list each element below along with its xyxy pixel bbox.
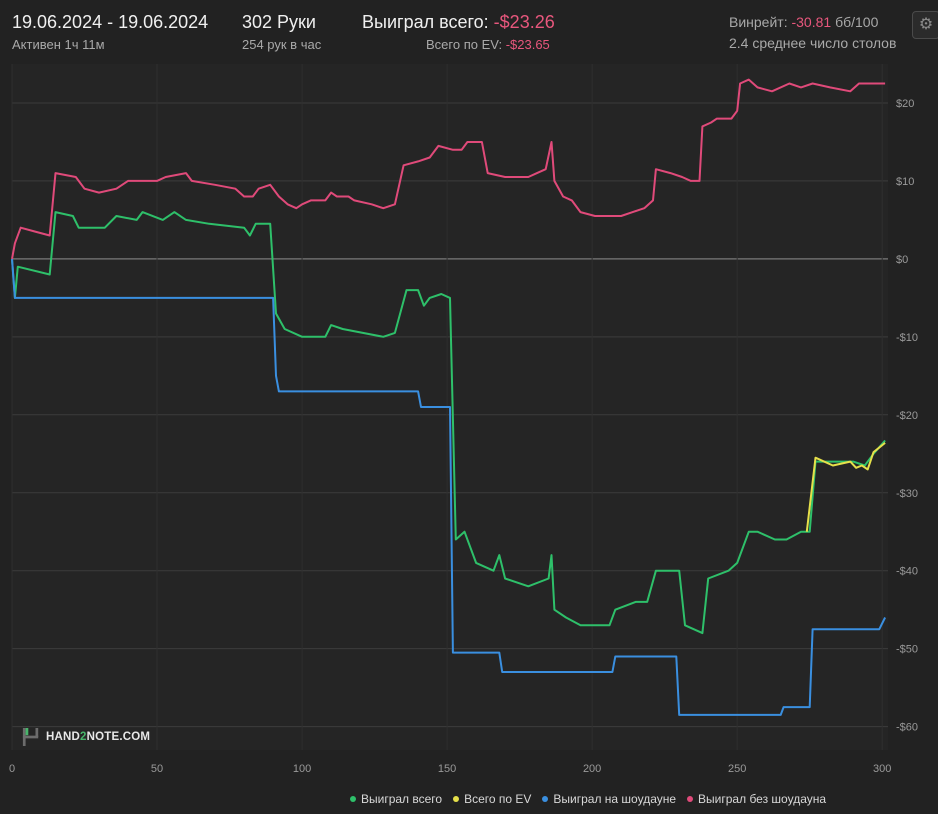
winrate-unit: бб/100 (835, 14, 879, 30)
legend-label: Выиграл всего (361, 792, 443, 806)
legend-item[interactable]: Всего по EV (453, 792, 531, 806)
x-tick-label: 150 (438, 763, 456, 775)
y-tick-label: -$30 (896, 488, 918, 500)
results-chart: $20 $10 $0 -$10 -$20 -$30 -$40 -$50 -$60 0 50 100 15… (9, 64, 918, 775)
hands-count: 302 Руки (242, 12, 316, 32)
legend-item[interactable]: Выиграл всего (350, 792, 442, 806)
x-tick-label: 250 (728, 763, 746, 775)
winrate: Винрейт: -30.81 бб/100 (729, 14, 878, 30)
y-tick-label: $10 (896, 176, 914, 188)
y-tick-label: -$10 (896, 332, 918, 344)
won-total-value: -$23.26 (493, 12, 555, 32)
ev-total-label: Всего по EV: (426, 37, 503, 52)
legend-dot-icon (687, 795, 694, 802)
winrate-value: -30.81 (791, 14, 832, 30)
legend-dot-icon (542, 795, 549, 802)
y-tick-label: -$50 (896, 644, 918, 656)
won-total: Выиграл всего: -$23.26 (362, 12, 555, 33)
series-line (11, 258, 886, 716)
x-tick-label: 300 (873, 763, 891, 775)
y-tick-label: -$20 (896, 410, 918, 422)
series-line (11, 211, 886, 635)
y-tick-label: $20 (896, 98, 914, 110)
legend-label: Выиграл без шоудауна (698, 792, 827, 806)
x-tick-label: 100 (293, 763, 311, 775)
y-tick-label: -$60 (896, 722, 918, 734)
y-tick-label: $0 (896, 254, 908, 266)
legend-dot-icon (350, 795, 356, 802)
y-tick-label: -$40 (896, 566, 918, 578)
avg-tables: 2.4 среднее число столов (729, 35, 897, 51)
x-tick-label: 200 (583, 763, 601, 775)
legend-dot-icon (453, 795, 460, 802)
hands-per-hour: 254 рук в час (242, 37, 322, 52)
date-range: 19.06.2024 - 19.06.2024 (12, 12, 209, 32)
legend-label: Всего по EV (464, 792, 532, 806)
active-time: Активен 1ч 11м (12, 37, 105, 52)
watermark-text: HAND2NOTE.COM (46, 731, 151, 743)
legend-item[interactable]: Выиграл без шоудауна (687, 792, 826, 806)
hand2note-logo-icon (22, 728, 39, 746)
x-tick-label: 50 (151, 763, 163, 775)
ev-total: Всего по EV: -$23.65 (426, 37, 550, 52)
gear-icon[interactable]: ⚙ (912, 11, 938, 39)
watermark: HAND2NOTE.COM (22, 726, 150, 748)
won-total-label: Выиграл всего: (362, 12, 489, 32)
stats-header: 19.06.2024 - 19.06.2024 Активен 1ч 11м 3… (0, 0, 938, 64)
ev-total-value: -$23.65 (505, 37, 550, 52)
series-line (805, 442, 886, 532)
legend-item[interactable]: Выиграл на шоудауне (542, 792, 676, 806)
chart-legend: Выиграл всего Всего по EV Выиграл на шоуда… (350, 792, 837, 806)
series-line (11, 78, 886, 260)
legend-label: Выиграл на шоудауне (553, 792, 677, 806)
winrate-label: Винрейт: (729, 14, 788, 30)
x-tick-label: 0 (9, 763, 15, 775)
